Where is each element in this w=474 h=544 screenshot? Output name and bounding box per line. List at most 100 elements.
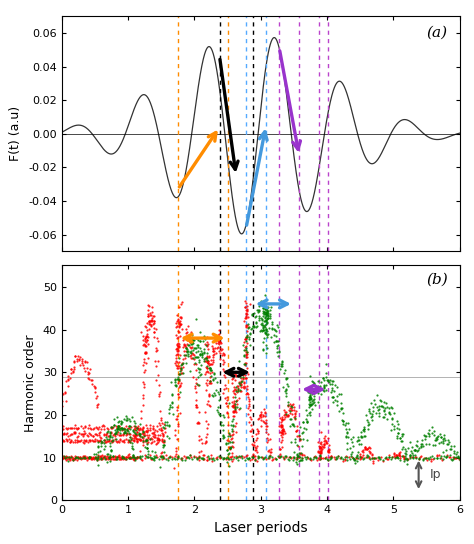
Point	[59, 430, 66, 438]
Point	[148, 454, 155, 462]
Point	[226, 443, 234, 452]
Point	[181, 341, 188, 349]
Point	[323, 380, 330, 389]
Point	[173, 322, 181, 330]
Point	[148, 438, 155, 447]
Point	[230, 437, 237, 446]
Point	[320, 434, 328, 443]
Point	[306, 454, 314, 463]
Point	[342, 419, 349, 428]
Point	[79, 431, 86, 440]
Point	[235, 404, 243, 413]
Point	[147, 317, 155, 325]
Point	[122, 431, 130, 440]
Point	[195, 356, 203, 364]
Point	[131, 453, 139, 462]
Text: (b): (b)	[426, 273, 448, 287]
Point	[210, 456, 218, 465]
Point	[207, 359, 214, 368]
Point	[118, 437, 126, 446]
Point	[368, 411, 376, 420]
Point	[202, 433, 210, 442]
Point	[92, 430, 100, 438]
Point	[360, 432, 367, 441]
Point	[230, 411, 237, 420]
Point	[384, 455, 392, 463]
Point	[198, 454, 206, 463]
Point	[263, 314, 271, 323]
Point	[144, 354, 152, 363]
Point	[176, 375, 183, 384]
Point	[103, 435, 111, 443]
Point	[203, 357, 211, 366]
Point	[72, 453, 79, 461]
Point	[259, 309, 266, 318]
Point	[174, 342, 182, 351]
Point	[107, 446, 115, 455]
Point	[227, 445, 234, 454]
Point	[343, 452, 350, 461]
Point	[223, 446, 231, 454]
Point	[334, 383, 341, 392]
Point	[268, 456, 276, 465]
Point	[233, 395, 241, 404]
Point	[117, 453, 124, 461]
Point	[220, 433, 228, 442]
Point	[325, 446, 333, 454]
Point	[123, 435, 130, 444]
Point	[98, 438, 105, 447]
Point	[198, 347, 205, 356]
Point	[391, 452, 398, 461]
Point	[400, 453, 408, 462]
Point	[218, 346, 225, 355]
Point	[260, 325, 268, 334]
Point	[278, 418, 285, 426]
Point	[113, 437, 120, 446]
Point	[181, 347, 188, 355]
Point	[257, 409, 264, 418]
Point	[141, 437, 149, 446]
Point	[156, 452, 164, 461]
Point	[245, 410, 252, 418]
Point	[145, 311, 152, 320]
Point	[433, 454, 441, 462]
Point	[430, 454, 438, 463]
Point	[253, 444, 260, 453]
Point	[160, 431, 167, 440]
Point	[140, 430, 147, 438]
Point	[210, 349, 218, 358]
Point	[129, 455, 137, 464]
Point	[124, 425, 131, 434]
Point	[246, 329, 254, 338]
Point	[360, 425, 368, 434]
Point	[106, 453, 113, 462]
Point	[91, 430, 99, 438]
Point	[247, 415, 255, 424]
Point	[379, 413, 387, 422]
Point	[192, 387, 200, 396]
Point	[401, 455, 409, 464]
Point	[186, 366, 194, 375]
Point	[454, 453, 462, 462]
Point	[420, 453, 428, 462]
Point	[314, 447, 321, 456]
Point	[335, 407, 342, 416]
Point	[137, 419, 144, 428]
Point	[199, 455, 207, 463]
Point	[380, 406, 388, 415]
Point	[303, 453, 311, 462]
Point	[242, 374, 249, 382]
Point	[119, 431, 127, 440]
Point	[147, 316, 155, 324]
Point	[135, 431, 142, 440]
Point	[83, 455, 91, 464]
Point	[173, 347, 181, 356]
Point	[221, 393, 229, 402]
Point	[312, 384, 320, 393]
Point	[241, 346, 248, 355]
Point	[136, 453, 144, 462]
Point	[286, 453, 294, 461]
Point	[110, 454, 118, 463]
Point	[140, 380, 148, 388]
Point	[272, 332, 280, 341]
